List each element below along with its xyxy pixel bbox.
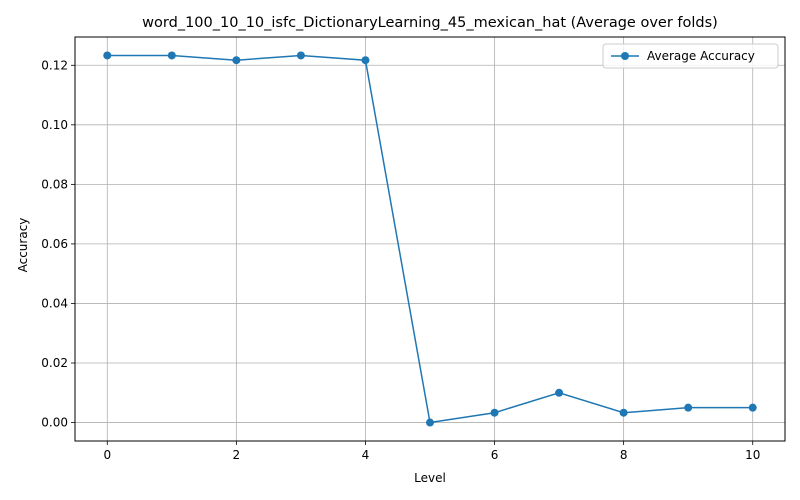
y-axis-ticks: 0.00 0.02 0.04 0.06 0.08 0.10 0.12 xyxy=(41,58,75,430)
y-tick-label: 0.10 xyxy=(41,118,68,132)
series-layer xyxy=(103,51,757,427)
legend-marker xyxy=(621,52,629,60)
data-point xyxy=(296,51,305,60)
x-tick-label: 0 xyxy=(103,448,111,462)
x-tick-label: 8 xyxy=(620,448,628,462)
x-tick-label: 2 xyxy=(233,448,241,462)
data-point xyxy=(490,408,499,417)
x-axis-label: Level xyxy=(414,471,446,485)
data-point xyxy=(619,408,628,417)
y-tick-label: 0.02 xyxy=(41,356,68,370)
data-point xyxy=(232,56,241,65)
x-tick-label: 6 xyxy=(491,448,499,462)
x-tick-label: 4 xyxy=(362,448,370,462)
x-tick-label: 10 xyxy=(745,448,760,462)
data-point xyxy=(167,51,176,60)
data-point xyxy=(426,418,434,427)
data-point xyxy=(555,388,564,397)
x-axis-ticks: 0 2 4 6 8 10 xyxy=(103,441,760,462)
grid-lines xyxy=(75,37,785,441)
y-tick-label: 0.04 xyxy=(41,296,68,310)
data-point xyxy=(103,51,112,60)
y-tick-label: 0.12 xyxy=(41,58,68,72)
y-tick-label: 0.08 xyxy=(41,177,68,191)
legend-box xyxy=(602,43,779,69)
y-tick-label: 0.06 xyxy=(41,237,68,251)
data-point xyxy=(684,403,693,412)
legend-label: Average Accuracy xyxy=(647,49,755,63)
data-point xyxy=(361,56,370,65)
plot-frame xyxy=(74,36,786,442)
y-axis-label: Accuracy xyxy=(16,218,30,273)
chart-title: word_100_10_10_isfc_DictionaryLearning_4… xyxy=(142,15,718,31)
legend: Average Accuracy xyxy=(602,43,779,69)
data-point xyxy=(748,403,757,412)
y-tick-label: 0.00 xyxy=(41,416,68,430)
